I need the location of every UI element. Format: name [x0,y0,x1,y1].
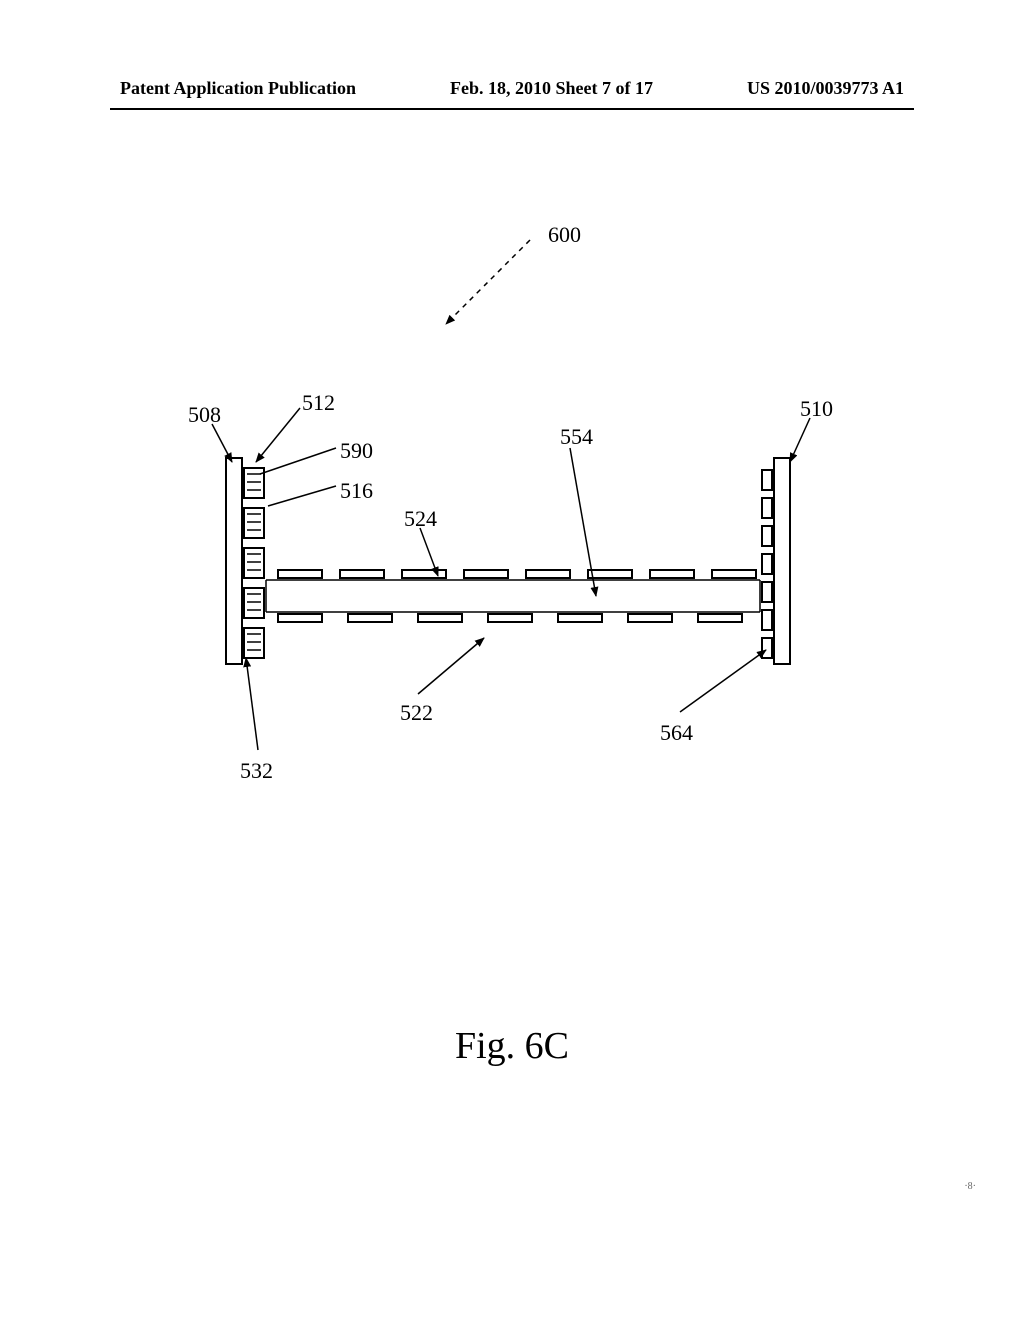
ref-label-522: 522 [400,700,433,726]
ref-label-600: 600 [548,222,581,248]
ref-label-564: 564 [660,720,693,746]
page-marker: ·8· [964,1181,976,1192]
figure-caption: Fig. 6C [0,1024,1024,1068]
ref-label-590: 590 [340,438,373,464]
ref-label-508: 508 [188,402,221,428]
ref-label-510: 510 [800,396,833,422]
patent-figure-svg [0,0,1024,1320]
figure-area: 508 512590 516 524 554 510 522 564 532 600 Fig. 6… [0,0,1024,1320]
ref-label-516: 516 [340,478,373,504]
ref-label-512: 512 [302,390,335,416]
ref-label-532: 532 [240,758,273,784]
ref-label-524: 524 [404,506,437,532]
ref-label-554: 554 [560,424,593,450]
